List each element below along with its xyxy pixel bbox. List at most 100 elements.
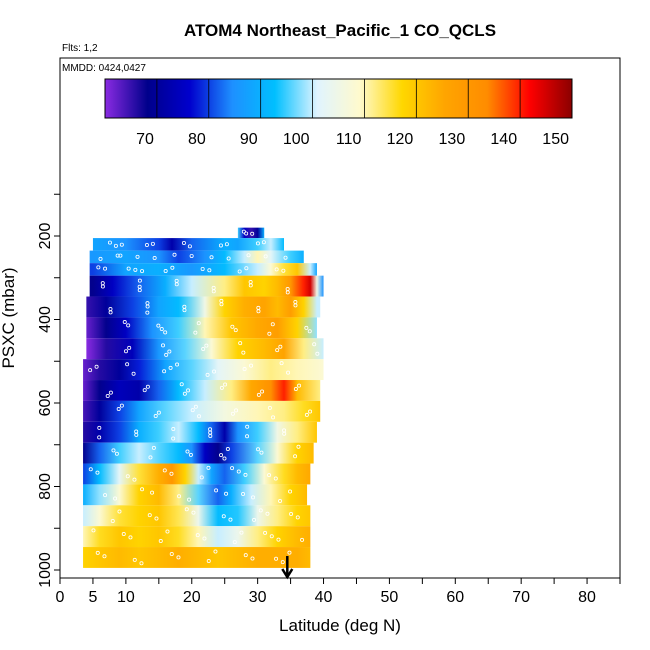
- sample-marker: [193, 330, 198, 335]
- x-tick-label: 30: [249, 589, 267, 606]
- sample-marker: [137, 278, 142, 283]
- sample-marker: [110, 519, 115, 524]
- sample-marker: [169, 552, 174, 557]
- sample-marker: [304, 412, 309, 417]
- sample-marker: [281, 268, 286, 273]
- sample-marker: [224, 242, 229, 247]
- sample-markers: [88, 229, 320, 566]
- sample-marker: [97, 435, 102, 440]
- sample-marker: [282, 431, 287, 436]
- sample-marker: [208, 434, 213, 439]
- x-tick-label: 10: [117, 589, 135, 606]
- sample-marker: [150, 241, 155, 246]
- colorbar-tick-label: 110: [336, 131, 362, 148]
- sample-marker: [137, 288, 142, 293]
- heatmap-band: [83, 484, 308, 506]
- sample-marker: [174, 282, 179, 287]
- sample-marker: [214, 488, 219, 493]
- sample-marker: [283, 255, 288, 260]
- y-tick-label: 1000: [37, 552, 54, 588]
- sample-marker: [96, 265, 101, 270]
- sample-marker: [188, 452, 193, 457]
- colorbar-tick-label: 90: [240, 131, 258, 148]
- sample-marker: [218, 243, 223, 248]
- sample-marker: [153, 414, 158, 419]
- sample-marker: [111, 448, 116, 453]
- sample-marker: [276, 537, 281, 542]
- sample-marker: [278, 499, 283, 504]
- sample-marker: [131, 371, 136, 376]
- sample-marker: [228, 517, 233, 522]
- heatmap-band: [89, 263, 317, 276]
- sample-marker: [163, 330, 168, 335]
- sample-marker: [94, 364, 99, 369]
- sample-marker: [293, 454, 298, 459]
- sample-marker: [270, 322, 275, 327]
- sample-marker: [126, 323, 131, 328]
- sample-marker: [263, 530, 268, 535]
- sample-marker: [234, 408, 239, 413]
- heatmap-band: [92, 238, 284, 251]
- sample-marker: [88, 368, 93, 373]
- sample-marker: [315, 351, 320, 356]
- sample-marker: [238, 341, 243, 346]
- sample-marker: [226, 256, 231, 261]
- sample-marker: [274, 556, 279, 561]
- sample-marker: [195, 533, 200, 538]
- sample-marker: [230, 324, 235, 329]
- sample-marker: [98, 256, 103, 261]
- sample-marker: [267, 331, 272, 336]
- sample-marker: [300, 537, 305, 542]
- sample-marker: [159, 327, 164, 332]
- sample-marker: [115, 253, 120, 258]
- x-axis-label: Latitude (deg N): [279, 616, 401, 635]
- y-tick-label: 600: [37, 390, 54, 417]
- sample-marker: [176, 555, 181, 560]
- sample-marker: [113, 496, 118, 501]
- sample-marker: [103, 266, 108, 271]
- colorbar-tick-label: 120: [387, 131, 414, 148]
- sample-marker: [241, 492, 246, 497]
- colorbar-tick-label: 100: [283, 131, 310, 148]
- sample-marker: [107, 240, 112, 245]
- sample-marker: [103, 493, 108, 498]
- sample-marker: [139, 561, 144, 566]
- heatmap-band: [83, 421, 317, 443]
- sample-marker: [224, 491, 229, 496]
- x-tick-label: 50: [381, 589, 399, 606]
- y-axis-label: PSXC (mbar): [0, 267, 18, 368]
- sample-marker: [177, 494, 182, 499]
- x-tick-label: 5: [88, 589, 97, 606]
- sample-marker: [212, 369, 217, 374]
- sample-marker: [182, 391, 187, 396]
- plot-frame: [59, 57, 621, 579]
- sample-marker: [200, 266, 205, 271]
- sample-marker: [163, 269, 168, 274]
- sample-marker: [140, 487, 145, 492]
- sample-marker: [256, 309, 261, 314]
- colorbar-tick-label: 70: [136, 131, 154, 148]
- sample-marker: [88, 467, 93, 472]
- sample-marker: [199, 475, 204, 480]
- sample-marker: [273, 476, 278, 481]
- sample-marker: [140, 269, 145, 274]
- x-tick-label: 60: [446, 589, 464, 606]
- sample-marker: [255, 241, 260, 246]
- x-axis: 0 5 10 20 30 40 50 60 70 80: [56, 578, 621, 606]
- sample-marker: [116, 407, 121, 412]
- sample-marker: [237, 269, 242, 274]
- sample-marker: [165, 529, 170, 534]
- sample-marker: [122, 320, 127, 325]
- sample-marker: [151, 445, 156, 450]
- sample-marker: [127, 345, 132, 350]
- sample-marker: [148, 455, 153, 460]
- sample-marker: [95, 470, 100, 475]
- sample-marker: [307, 329, 312, 334]
- sample-marker: [263, 254, 268, 259]
- y-tick-label: 200: [37, 223, 54, 250]
- sample-marker: [261, 240, 266, 245]
- sample-marker: [196, 321, 201, 326]
- sample-marker: [230, 411, 235, 416]
- sample-marker: [211, 289, 216, 294]
